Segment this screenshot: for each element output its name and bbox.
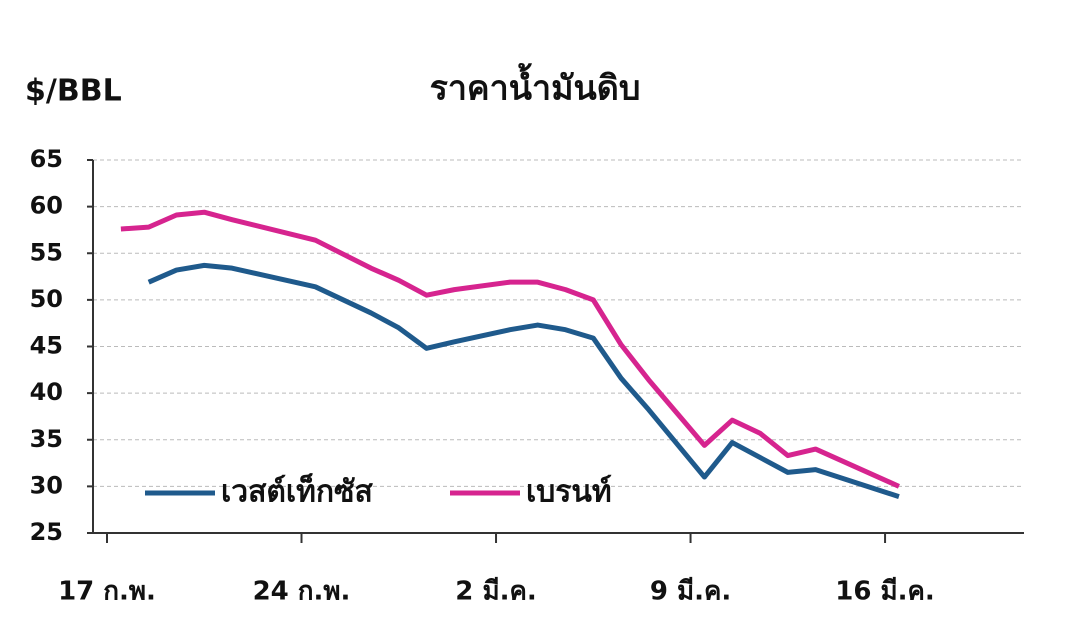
y-tick-label: 25 <box>30 518 63 546</box>
legend-label: เวสต์เท็กซัส <box>221 473 373 510</box>
legend-label: เบรนท์ <box>526 475 612 510</box>
line <box>120 209 900 489</box>
x-tick-label: 24 ก.พ. <box>253 577 351 607</box>
y-tick-label: 40 <box>30 378 63 406</box>
x-tick-label: 16 มี.ค. <box>835 577 935 607</box>
y-tick-label: 55 <box>30 238 63 266</box>
y-tick-label: 60 <box>30 192 63 220</box>
y-tick-label: 65 <box>30 145 63 173</box>
y-tick-label: 45 <box>30 332 63 360</box>
x-tick-label: 2 มี.ค. <box>455 577 536 607</box>
y-tick-label: 50 <box>30 285 63 313</box>
y-axis-label: $/BBL <box>25 74 122 109</box>
y-tick-label: 35 <box>30 425 63 453</box>
y-tick-label: 30 <box>30 471 63 499</box>
x-tick-label: 9 มี.ค. <box>650 577 731 607</box>
line <box>147 262 900 500</box>
x-tick-label: 17 ก.พ. <box>58 577 156 607</box>
chart-title: ราคาน้ำมันดิบ <box>430 63 641 109</box>
